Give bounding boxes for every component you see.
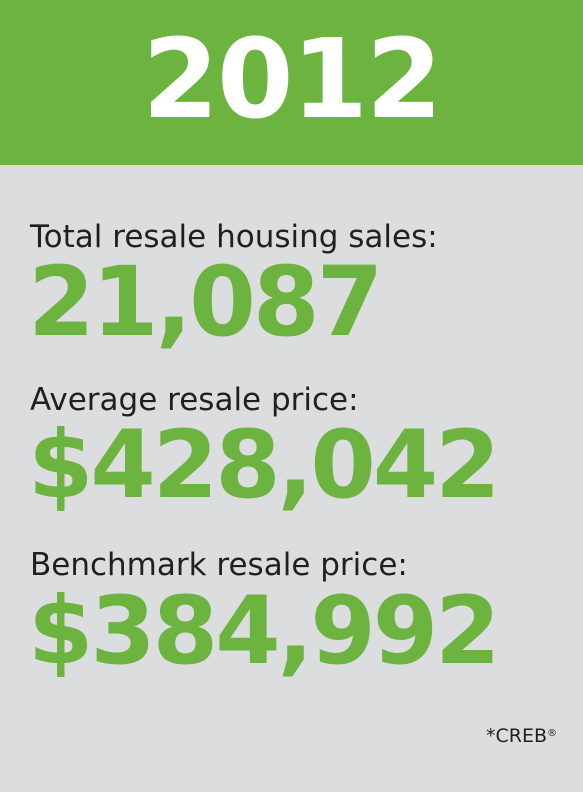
average-price-label: Average resale price: — [30, 382, 359, 418]
year-title: 2012 — [142, 15, 442, 143]
benchmark-price-label: Benchmark resale price: — [30, 547, 408, 583]
source-text: *CREB — [485, 725, 547, 747]
average-price-value: $428,042 — [28, 411, 501, 520]
year-banner: 2012 — [0, 0, 583, 165]
total-sales-value: 21,087 — [28, 246, 383, 358]
source-note: *CREB® — [486, 724, 557, 748]
registered-mark: ® — [547, 728, 557, 739]
total-sales-label: Total resale housing sales: — [30, 219, 438, 255]
benchmark-price-value: $384,992 — [28, 577, 501, 686]
